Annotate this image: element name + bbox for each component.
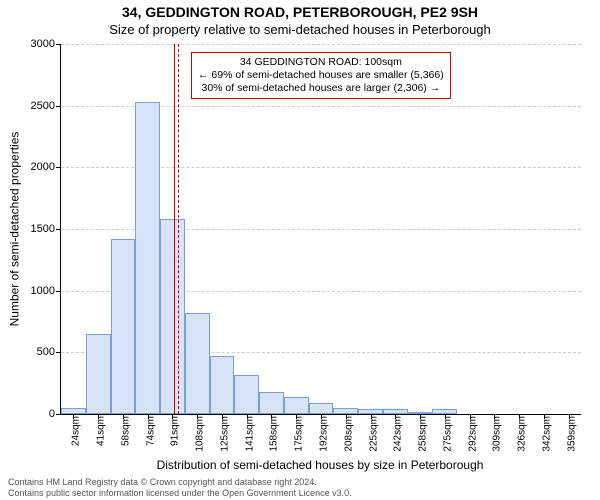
y-tick-label: 500 <box>15 346 55 358</box>
histogram-bar <box>185 313 210 414</box>
reference-line-dashed <box>178 44 179 414</box>
x-axis-label: Distribution of semi-detached houses by … <box>60 458 580 472</box>
x-tick-label: 192sqm <box>319 416 330 452</box>
y-tick-mark <box>56 106 61 107</box>
reference-line-solid <box>174 44 175 414</box>
x-tick-label: 74sqm <box>145 416 156 446</box>
histogram-bar <box>309 403 334 414</box>
chart-container: 34, GEDDINGTON ROAD, PETERBOROUGH, PE2 9… <box>0 0 600 500</box>
y-tick-label: 2500 <box>15 100 55 112</box>
x-tick-label: 326sqm <box>517 416 528 452</box>
y-tick-label: 1000 <box>15 285 55 297</box>
chart-title-line2: Size of property relative to semi-detach… <box>0 22 600 37</box>
x-tick-label: 158sqm <box>269 416 280 452</box>
annotation-line: ← 69% of semi-detached houses are smalle… <box>198 69 444 82</box>
x-tick-label: 41sqm <box>96 416 107 446</box>
y-tick-label: 0 <box>15 408 55 420</box>
histogram-bar <box>160 219 185 414</box>
annotation-box: 34 GEDDINGTON ROAD: 100sqm← 69% of semi-… <box>191 52 451 99</box>
x-tick-label: 309sqm <box>492 416 503 452</box>
histogram-bar <box>111 239 136 414</box>
chart-title-line1: 34, GEDDINGTON ROAD, PETERBOROUGH, PE2 9… <box>0 4 600 20</box>
histogram-bar <box>210 356 235 414</box>
footer-line2: Contains public sector information licen… <box>8 488 352 498</box>
y-tick-mark <box>56 352 61 353</box>
histogram-bar <box>259 392 284 414</box>
grid-line <box>61 44 581 45</box>
annotation-line: 34 GEDDINGTON ROAD: 100sqm <box>198 56 444 69</box>
x-tick-label: 58sqm <box>120 416 131 446</box>
y-tick-mark <box>56 229 61 230</box>
x-tick-label: 275sqm <box>442 416 453 452</box>
y-tick-mark <box>56 414 61 415</box>
x-tick-label: 108sqm <box>195 416 206 452</box>
x-tick-label: 175sqm <box>294 416 305 452</box>
x-tick-label: 24sqm <box>71 416 82 446</box>
x-tick-label: 141sqm <box>244 416 255 452</box>
y-tick-mark <box>56 44 61 45</box>
x-tick-label: 91sqm <box>170 416 181 446</box>
x-tick-label: 258sqm <box>418 416 429 452</box>
plot-area: 24sqm41sqm58sqm74sqm91sqm108sqm125sqm141… <box>60 44 581 415</box>
x-tick-label: 225sqm <box>368 416 379 452</box>
y-tick-mark <box>56 167 61 168</box>
x-tick-label: 242sqm <box>393 416 404 452</box>
y-tick-label: 1500 <box>15 223 55 235</box>
x-tick-label: 292sqm <box>467 416 478 452</box>
histogram-bar <box>284 397 309 414</box>
histogram-bar <box>234 375 259 414</box>
footer-line1: Contains HM Land Registry data © Crown c… <box>8 477 352 487</box>
y-tick-label: 2000 <box>15 161 55 173</box>
footer-attribution: Contains HM Land Registry data © Crown c… <box>8 477 352 498</box>
x-tick-label: 342sqm <box>541 416 552 452</box>
histogram-bar <box>86 334 111 414</box>
x-tick-label: 208sqm <box>343 416 354 452</box>
annotation-line: 30% of semi-detached houses are larger (… <box>198 82 444 95</box>
histogram-bar <box>135 102 160 414</box>
x-tick-label: 359sqm <box>566 416 577 452</box>
y-tick-label: 3000 <box>15 38 55 50</box>
x-tick-label: 125sqm <box>219 416 230 452</box>
y-tick-mark <box>56 291 61 292</box>
